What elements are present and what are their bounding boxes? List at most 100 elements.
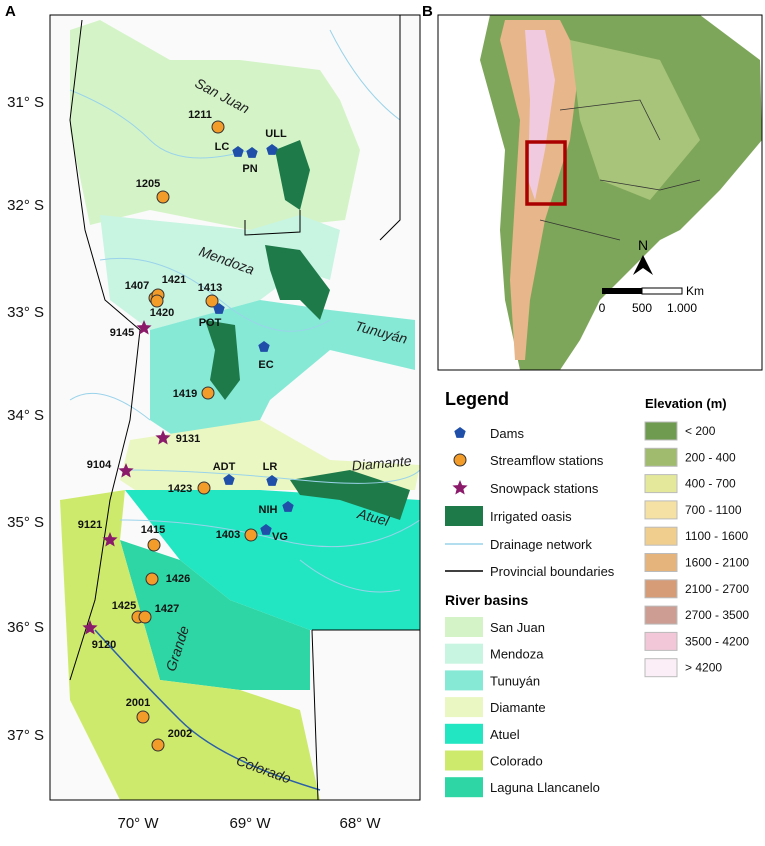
legend-label: Laguna Llancanelo bbox=[490, 780, 600, 795]
legend-subtitle: River basins bbox=[445, 592, 528, 608]
legend-label: 2700 - 3500 bbox=[685, 608, 749, 622]
legend-subtitle: Elevation (m) bbox=[645, 396, 727, 411]
station-label: LC bbox=[215, 141, 230, 153]
legend-swatch bbox=[445, 750, 483, 771]
legend-symbol bbox=[452, 480, 468, 495]
dam bbox=[282, 501, 294, 512]
station-label: 1426 bbox=[166, 573, 190, 585]
longitude-label: 69° W bbox=[229, 815, 271, 832]
legend-label: Dams bbox=[490, 426, 524, 441]
legend-label: Provincial boundaries bbox=[490, 564, 615, 579]
legend-label: 2100 - 2700 bbox=[685, 582, 749, 596]
snowpack-station bbox=[155, 430, 171, 445]
legend-label: 3500 - 4200 bbox=[685, 634, 749, 648]
legend-label: Atuel bbox=[490, 727, 520, 742]
station-label: VG bbox=[272, 531, 288, 543]
station-label: 9121 bbox=[78, 519, 102, 531]
station-label: 2002 bbox=[168, 728, 192, 740]
streamflow-station bbox=[244, 528, 258, 542]
dam bbox=[258, 341, 270, 352]
snowpack-station bbox=[136, 320, 152, 335]
dam bbox=[246, 147, 258, 158]
river-name: Diamante bbox=[351, 452, 412, 473]
legend-swatch bbox=[445, 723, 483, 744]
streamflow-station bbox=[197, 481, 211, 495]
station-label: PN bbox=[242, 163, 257, 175]
dam bbox=[232, 146, 244, 157]
station-label: 9145 bbox=[110, 327, 134, 339]
legend-swatch bbox=[445, 777, 483, 798]
scale-tick: 0 bbox=[599, 301, 606, 315]
legend-swatch bbox=[445, 697, 483, 718]
legend-label: Colorado bbox=[490, 754, 543, 769]
station-label: 1427 bbox=[155, 603, 179, 615]
dam bbox=[266, 144, 278, 155]
legend-label: 400 - 700 bbox=[685, 477, 736, 491]
legend-label: San Juan bbox=[490, 620, 545, 635]
panel-label: A bbox=[5, 3, 16, 20]
legend-swatch bbox=[644, 421, 678, 441]
station-label: 1211 bbox=[188, 109, 212, 121]
station-label: LR bbox=[263, 461, 278, 473]
north-label: N bbox=[638, 237, 648, 253]
streamflow-station bbox=[156, 190, 170, 204]
station-label: ULL bbox=[265, 128, 287, 140]
station-label: 2001 bbox=[126, 697, 150, 709]
scale-unit: Km bbox=[686, 284, 704, 298]
frame bbox=[437, 14, 763, 371]
legend-label: > 4200 bbox=[685, 661, 722, 675]
legend-swatch bbox=[445, 643, 483, 664]
legend-swatch bbox=[445, 670, 483, 691]
station-label: 1415 bbox=[141, 524, 165, 536]
streamflow-station bbox=[145, 572, 159, 586]
legend-label: Streamflow stations bbox=[490, 453, 604, 468]
legend-swatch bbox=[644, 500, 678, 520]
legend-swatch bbox=[644, 474, 678, 494]
map-b bbox=[438, 15, 762, 370]
station-label: 1421 bbox=[162, 274, 186, 286]
legend-label: Drainage network bbox=[490, 537, 592, 552]
dam bbox=[223, 474, 235, 485]
streamflow-station bbox=[151, 738, 165, 752]
scale-tick: 1.000 bbox=[667, 301, 697, 315]
legend-label: Diamante bbox=[490, 700, 546, 715]
station-label: POT bbox=[199, 317, 222, 329]
station-label: 1425 bbox=[112, 600, 136, 612]
legend-symbol bbox=[445, 506, 483, 526]
latitude-label: 34° S bbox=[7, 407, 44, 424]
streamflow-station bbox=[136, 710, 150, 724]
legend-swatch bbox=[445, 617, 483, 637]
legend-swatch bbox=[644, 631, 678, 651]
station-label: 9131 bbox=[176, 433, 200, 445]
streamflow-station bbox=[150, 294, 164, 308]
station-label: 1420 bbox=[150, 307, 174, 319]
latitude-label: 32° S bbox=[7, 197, 44, 214]
legend-swatch bbox=[644, 553, 678, 572]
legend-symbol bbox=[453, 453, 467, 467]
streamflow-station bbox=[138, 610, 152, 624]
streamflow-station bbox=[201, 386, 215, 400]
dam bbox=[266, 475, 278, 486]
streamflow-station bbox=[211, 120, 225, 134]
legend-label: 700 - 1100 bbox=[685, 503, 742, 517]
legend-swatch bbox=[644, 579, 678, 599]
frame bbox=[49, 14, 421, 801]
station-label: ADT bbox=[213, 461, 236, 473]
latitude-label: 35° S bbox=[7, 514, 44, 531]
dam bbox=[260, 524, 272, 535]
station-label: 9104 bbox=[87, 459, 112, 471]
scale-tick: 500 bbox=[632, 301, 652, 315]
station-label: 1423 bbox=[168, 483, 192, 495]
map-a bbox=[50, 15, 420, 800]
latitude-label: 37° S bbox=[7, 727, 44, 744]
legend-swatch bbox=[644, 605, 678, 625]
legend-label: 1600 - 2100 bbox=[685, 556, 749, 570]
legend-label: Snowpack stations bbox=[490, 481, 599, 496]
streamflow-station bbox=[205, 294, 219, 308]
station-label: 1407 bbox=[125, 280, 149, 292]
legend-label: Irrigated oasis bbox=[490, 509, 572, 524]
station-label: NIH bbox=[259, 504, 278, 516]
longitude-label: 70° W bbox=[117, 815, 159, 832]
legend-label: < 200 bbox=[685, 424, 716, 438]
